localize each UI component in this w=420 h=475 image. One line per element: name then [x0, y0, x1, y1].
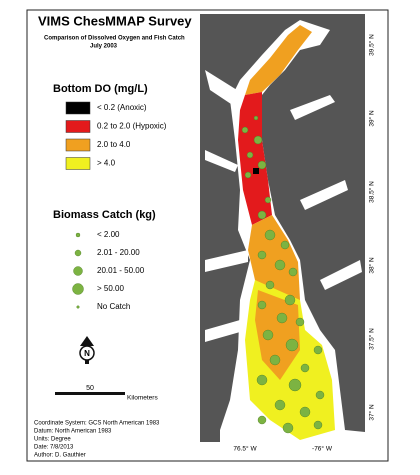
do-legend: < 0.2 (Anoxic) 0.2 to 2.0 (Hypoxic) 2.0 to… [65, 101, 167, 170]
do-zone [238, 92, 272, 225]
catch-dot [253, 135, 263, 145]
footer-line: Date: 7/8/2013 [34, 445, 74, 451]
lon-label: 76.5° W [233, 445, 257, 453]
catch-dot [257, 160, 267, 170]
catch-dot [269, 354, 281, 366]
catch-dot [257, 250, 267, 260]
scale-bar [55, 392, 125, 395]
catch-dot [300, 363, 310, 373]
catch-dot [256, 374, 268, 386]
catch-dot [264, 196, 272, 204]
catch-dot [288, 378, 302, 392]
catch-dot [265, 280, 275, 290]
footer-line: Coordinate System: GCS North American 19… [34, 421, 160, 427]
do-zone [248, 215, 300, 300]
catch-dot [274, 399, 286, 411]
catch-legend: < 2.00 2.01 - 20.00 20.01 - 50.00 > 50.00 No… [72, 230, 145, 311]
footer-line: Author: D. Gauthier [34, 453, 86, 459]
north-label: N [84, 349, 90, 358]
legend-title: Bottom DO (mg/L) [53, 83, 148, 95]
subtitle: July 2003 [90, 44, 118, 50]
catch-dot [246, 151, 254, 159]
legend-dot [73, 266, 83, 276]
do-zone [255, 290, 300, 380]
footer: Coordinate System: GCS North American 19… [34, 421, 160, 459]
catch-dot [264, 229, 276, 241]
catch-dot [241, 126, 249, 134]
catch-dot [285, 338, 299, 352]
catch-dots [241, 115, 325, 434]
catch-dot [295, 317, 305, 327]
catch-dot [257, 415, 267, 425]
lat-labels: 39.5° N 39° N 38.5° N 38° N 37.5° N 37° N [368, 34, 376, 421]
catch-dot [253, 115, 259, 121]
do-zone [245, 25, 312, 95]
scale-unit: Kilometers [127, 395, 158, 402]
legend-dot [75, 232, 81, 238]
legend-swatch [65, 101, 91, 115]
scale-label: 50 [86, 385, 94, 392]
catch-dot [280, 240, 290, 250]
lat-label: 38° N [368, 257, 376, 274]
legend-label: < 0.2 (Anoxic) [97, 103, 147, 112]
legend-title: Biomass Catch (kg) [53, 209, 156, 221]
legend-label: 20.01 - 50.00 [97, 266, 145, 275]
catch-dot [276, 312, 288, 324]
catch-dot [257, 300, 267, 310]
lon-label: -76° W [312, 445, 333, 453]
catch-dot [313, 420, 323, 430]
legend-label: > 4.0 [97, 159, 116, 168]
legend-dot [76, 305, 80, 309]
lat-label: 39.5° N [368, 34, 376, 56]
legend-dot [72, 283, 84, 295]
footer-line: Datum: North American 1983 [34, 429, 112, 435]
legend-swatch [65, 157, 91, 170]
footer-line: Units: Degree [34, 437, 71, 443]
lat-label: 39° N [368, 110, 376, 127]
lat-label: 37.5° N [368, 328, 376, 350]
catch-dot [282, 422, 294, 434]
legend-label: 2.01 - 20.00 [97, 248, 140, 257]
legend-label: No Catch [97, 302, 130, 311]
catch-dot [299, 406, 311, 418]
catch-dot [262, 329, 274, 341]
north-arrow: N [79, 336, 95, 364]
legend-swatch [65, 120, 91, 133]
lat-label: 37° N [368, 404, 376, 421]
catch-dot [284, 294, 296, 306]
legend-dot [74, 249, 82, 257]
subtitle: Comparison of Dissolved Oxygen and Fish … [44, 36, 185, 42]
legend-label: > 50.00 [97, 284, 124, 293]
catch-dot [274, 259, 286, 271]
legend-label: 2.0 to 4.0 [97, 140, 131, 149]
legend-label: < 2.00 [97, 230, 120, 239]
legend-label: 0.2 to 2.0 (Hypoxic) [97, 122, 167, 131]
catch-dot [257, 210, 267, 220]
catch-dot [313, 345, 323, 355]
catch-dot [315, 390, 325, 400]
lat-label: 38.5° N [368, 181, 376, 203]
title: VIMS ChesMMAP Survey [38, 13, 192, 28]
catch-dot [288, 267, 298, 277]
anoxic-spot [253, 168, 259, 174]
catch-dot [244, 171, 252, 179]
legend-swatch [65, 138, 91, 152]
